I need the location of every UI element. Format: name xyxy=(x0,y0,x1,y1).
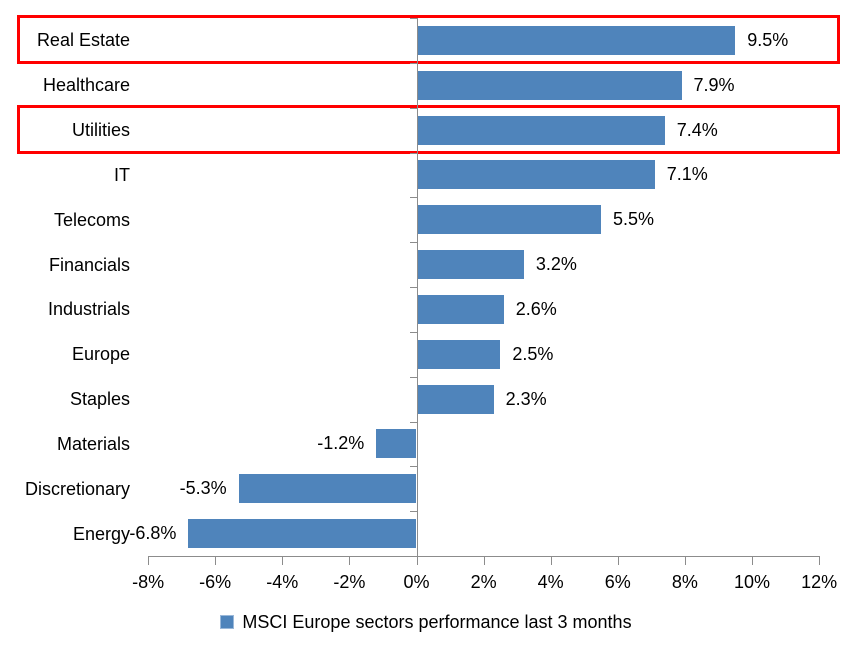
x-axis-tick-label: 8% xyxy=(671,572,698,592)
legend: MSCI Europe sectors performance last 3 m… xyxy=(0,607,852,637)
category-label-industrials: Industrials xyxy=(47,299,130,320)
bar-materials xyxy=(376,429,417,459)
bar-energy xyxy=(188,519,417,549)
category-label-staples: Staples xyxy=(69,389,130,410)
bar-telecoms xyxy=(416,205,602,235)
x-axis-tick xyxy=(349,556,351,565)
x-axis-tick-label: 4% xyxy=(537,572,564,592)
x-axis-tick xyxy=(148,556,150,565)
value-label-healthcare: 7.9% xyxy=(693,74,735,95)
category-axis-tick xyxy=(410,556,417,557)
x-axis-tick xyxy=(684,556,686,565)
x-axis-tick-label: -6% xyxy=(199,572,232,592)
x-axis-tick-label: -4% xyxy=(266,572,299,592)
bar-europe xyxy=(416,339,501,369)
category-axis-tick xyxy=(410,18,417,19)
category-axis-tick xyxy=(410,152,417,154)
category-label-utilities: Utilities xyxy=(71,120,130,141)
bar-financials xyxy=(416,250,524,280)
x-axis-tick xyxy=(483,556,485,565)
category-axis-tick xyxy=(410,331,417,333)
x-axis-tick-label: 0% xyxy=(403,572,430,592)
value-label-discretionary: -5.3% xyxy=(179,478,227,499)
category-axis-line xyxy=(417,18,418,565)
value-label-it: 7.1% xyxy=(666,164,708,185)
bar-real-estate xyxy=(416,25,736,55)
category-label-healthcare: Healthcare xyxy=(42,75,130,96)
bar-healthcare xyxy=(416,70,682,100)
bar-it xyxy=(416,160,655,190)
category-axis-tick xyxy=(410,376,417,378)
category-label-energy: Energy xyxy=(72,523,130,544)
x-axis-tick-label: 2% xyxy=(470,572,497,592)
category-label-europe: Europe xyxy=(71,344,130,365)
category-label-real-estate: Real Estate xyxy=(36,30,130,51)
x-axis-tick-label: 6% xyxy=(604,572,631,592)
value-label-telecoms: 5.5% xyxy=(613,209,655,230)
category-label-it: IT xyxy=(114,164,130,185)
x-axis-tick-label: 12% xyxy=(801,572,838,592)
value-label-utilities: 7.4% xyxy=(676,119,718,140)
category-axis-tick xyxy=(410,62,417,64)
value-label-energy: -6.8% xyxy=(129,523,177,544)
highlight-box-utilities xyxy=(17,104,840,154)
value-label-real-estate: 9.5% xyxy=(747,29,789,50)
x-axis-tick xyxy=(819,556,821,565)
bar-utilities xyxy=(416,115,665,145)
x-axis-tick xyxy=(215,556,217,565)
bar-discretionary xyxy=(238,474,417,504)
highlight-box-real-estate xyxy=(17,14,840,64)
value-label-europe: 2.5% xyxy=(512,343,554,364)
category-axis-tick xyxy=(410,421,417,423)
category-label-telecoms: Telecoms xyxy=(53,209,130,230)
category-axis-tick xyxy=(410,511,417,513)
category-label-discretionary: Discretionary xyxy=(24,478,130,499)
bar-industrials xyxy=(416,294,504,324)
category-axis-tick xyxy=(410,242,417,244)
legend-marker-icon xyxy=(220,615,235,629)
x-axis-tick xyxy=(752,556,753,565)
legend-label: MSCI Europe sectors performance last 3 m… xyxy=(242,611,632,632)
category-label-materials: Materials xyxy=(56,433,130,454)
x-axis-tick-label: 10% xyxy=(733,572,771,592)
x-axis-tick xyxy=(550,556,552,565)
x-axis-tick xyxy=(617,556,619,565)
value-label-industrials: 2.6% xyxy=(515,298,557,319)
value-label-materials: -1.2% xyxy=(317,433,365,454)
category-axis-tick xyxy=(410,197,417,199)
bar-staples xyxy=(416,384,494,414)
x-axis-tick-label: -8% xyxy=(132,572,165,592)
category-axis-tick xyxy=(410,466,417,468)
x-axis-tick-label: -2% xyxy=(333,572,366,592)
x-axis-tick xyxy=(282,556,284,565)
value-label-financials: 3.2% xyxy=(535,254,577,275)
value-label-staples: 2.3% xyxy=(505,388,547,409)
category-axis-tick xyxy=(410,287,417,288)
category-axis-tick xyxy=(410,107,417,109)
category-label-financials: Financials xyxy=(48,254,130,275)
